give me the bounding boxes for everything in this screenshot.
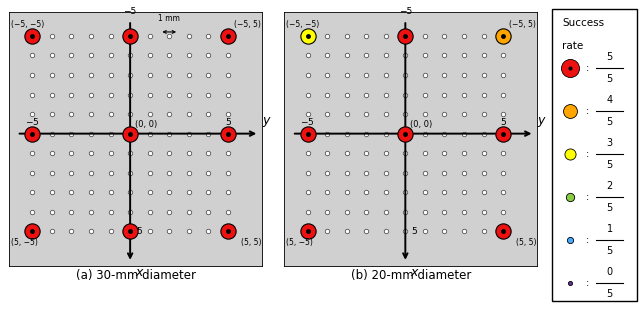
Text: 5: 5 (412, 227, 417, 236)
Text: 1 mm: 1 mm (158, 14, 180, 23)
Text: $y$: $y$ (538, 115, 547, 129)
Text: 5: 5 (225, 118, 231, 127)
Text: 5: 5 (500, 118, 506, 127)
Text: (a) 30-mm diameter: (a) 30-mm diameter (76, 269, 196, 282)
Text: 1: 1 (607, 224, 612, 234)
Text: 5: 5 (607, 160, 612, 170)
Text: $x$: $x$ (135, 266, 145, 279)
Text: $−5$: $−5$ (25, 116, 40, 127)
Text: 3: 3 (607, 138, 612, 148)
Text: 5: 5 (607, 246, 612, 256)
Text: (5, −5): (5, −5) (286, 238, 313, 247)
Text: $−5$: $−5$ (300, 116, 315, 127)
Text: :: : (586, 278, 589, 288)
Text: 5: 5 (136, 227, 141, 236)
Text: $x$: $x$ (410, 266, 420, 279)
FancyBboxPatch shape (284, 12, 538, 267)
Text: (−5, −5): (−5, −5) (11, 20, 44, 29)
Text: (b) 20-mm diameter: (b) 20-mm diameter (351, 269, 472, 282)
Text: 2: 2 (607, 181, 612, 191)
Text: (0, 0): (0, 0) (410, 120, 433, 129)
FancyBboxPatch shape (552, 9, 637, 301)
Text: 5: 5 (607, 203, 612, 213)
Text: (−5, 5): (−5, 5) (509, 20, 536, 29)
Text: rate: rate (562, 41, 583, 51)
Text: (5, 5): (5, 5) (516, 238, 536, 247)
Text: (−5, −5): (−5, −5) (286, 20, 319, 29)
Text: 4: 4 (607, 95, 612, 105)
Text: 5: 5 (607, 51, 612, 61)
Text: 5: 5 (607, 117, 612, 127)
Text: :: : (586, 192, 589, 202)
Text: 0: 0 (607, 267, 612, 277)
Text: :: : (586, 235, 589, 245)
Text: 5: 5 (607, 289, 612, 299)
Text: (5, 5): (5, 5) (241, 238, 261, 247)
Text: Success: Success (562, 18, 604, 28)
Text: :: : (586, 63, 589, 73)
Text: (5, −5): (5, −5) (11, 238, 38, 247)
Text: :: : (586, 149, 589, 159)
Text: :: : (586, 106, 589, 116)
Text: −5: −5 (124, 7, 137, 16)
Text: (−5, 5): (−5, 5) (234, 20, 261, 29)
Text: −5: −5 (399, 7, 412, 16)
Text: $y$: $y$ (262, 115, 272, 129)
FancyBboxPatch shape (9, 12, 263, 267)
Text: (0, 0): (0, 0) (135, 120, 157, 129)
Text: 5: 5 (607, 74, 612, 84)
